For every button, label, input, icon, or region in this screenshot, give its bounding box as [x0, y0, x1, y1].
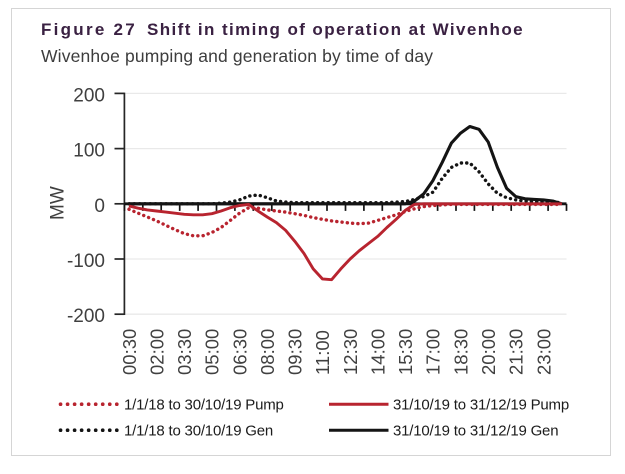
svg-text:1/1/18 to 30/10/19 Gen: 1/1/18 to 30/10/19 Gen: [124, 423, 273, 440]
svg-text:05:00: 05:00: [202, 329, 223, 375]
svg-text:15:30: 15:30: [395, 329, 416, 375]
svg-text:12:30: 12:30: [340, 329, 361, 375]
svg-text:08:00: 08:00: [257, 329, 278, 375]
svg-text:00:30: 00:30: [119, 329, 140, 375]
svg-text:31/10/19 to 31/12/19 Gen: 31/10/19 to 31/12/19 Gen: [393, 423, 558, 440]
svg-text:17:00: 17:00: [423, 329, 444, 375]
svg-text:18:30: 18:30: [450, 329, 471, 375]
svg-text:200: 200: [73, 85, 105, 106]
svg-text:14:00: 14:00: [368, 329, 389, 375]
svg-text:-100: -100: [67, 251, 105, 272]
svg-text:03:30: 03:30: [174, 329, 195, 375]
svg-text:21:30: 21:30: [506, 329, 527, 375]
svg-text:20:00: 20:00: [478, 329, 499, 375]
svg-text:02:00: 02:00: [146, 329, 167, 375]
svg-text:23:00: 23:00: [533, 329, 554, 375]
svg-text:1/1/18 to 30/10/19 Pump: 1/1/18 to 30/10/19 Pump: [124, 397, 284, 414]
svg-text:11:00: 11:00: [312, 330, 333, 375]
svg-text:-200: -200: [67, 306, 105, 327]
svg-text:100: 100: [73, 141, 105, 162]
svg-text:06:30: 06:30: [229, 329, 250, 375]
svg-text:0: 0: [94, 196, 105, 217]
svg-text:MW: MW: [48, 186, 69, 220]
svg-text:31/10/19 to 31/12/19 Pump: 31/10/19 to 31/12/19 Pump: [393, 397, 569, 414]
svg-text:09:30: 09:30: [285, 329, 306, 375]
